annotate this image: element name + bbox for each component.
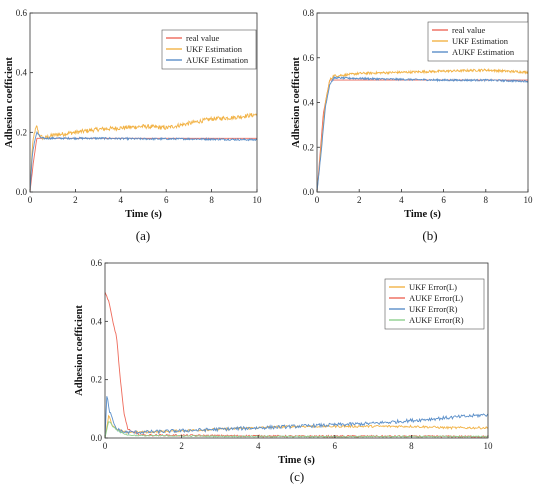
y-tick-label: 0.6 — [16, 8, 28, 18]
y-tick-label: 0.0 — [91, 433, 103, 443]
y-tick-label: 0.4 — [16, 68, 28, 78]
y-tick-label: 0.0 — [303, 187, 315, 197]
series-line-1 — [317, 79, 528, 192]
series-line-4 — [105, 421, 488, 438]
legend-entry: real value — [452, 25, 485, 35]
series-line-3 — [105, 396, 488, 438]
panel-caption: (c) — [290, 469, 304, 484]
series-group — [30, 112, 257, 192]
series-line-3 — [317, 75, 528, 192]
series-line-2 — [30, 112, 257, 192]
x-tick-label: 4 — [119, 195, 124, 205]
series-line-2 — [317, 67, 528, 192]
chart-panel-b: 0 2 4 6 8 10 0.0 0.2 0.4 0.6 0.8 Time (s) Adhesion c… — [291, 8, 533, 243]
x-tick-label: 6 — [441, 195, 446, 205]
chart-panel-a: 0 2 4 6 8 10 0.0 0.2 0.4 0.6 Time (s) Adhesion coef… — [4, 8, 262, 243]
legend-entry: UKF Error(L) — [409, 282, 457, 292]
x-tick-label: 8 — [409, 441, 414, 451]
series-group — [317, 67, 528, 192]
x-tick-label: 10 — [484, 441, 494, 451]
y-tick-label: 0.2 — [303, 142, 314, 152]
x-tick-label: 4 — [399, 195, 404, 205]
plot-frame — [29, 12, 258, 193]
panel-caption: (b) — [422, 228, 437, 243]
x-axis-label: Time (s) — [404, 209, 441, 220]
x-tick-label: 6 — [333, 441, 338, 451]
legend-entry: AUKF Estimation — [452, 47, 515, 57]
legend-entry: AUKF Error(R) — [409, 315, 464, 325]
y-tick-label: 0.2 — [91, 375, 102, 385]
legend-entry: AUKF Estimation — [186, 55, 249, 65]
x-tick-label: 0 — [315, 195, 320, 205]
y-tick-label: 0.0 — [16, 187, 28, 197]
chart-panel-c: 0 2 4 6 8 10 0.0 0.2 0.4 0.6 Time (s) Adhesion coef… — [74, 258, 493, 484]
x-tick-label: 2 — [357, 195, 362, 205]
x-tick-label: 8 — [209, 195, 214, 205]
series-group — [105, 292, 488, 438]
y-tick-label: 0.6 — [303, 53, 315, 63]
y-tick-label: 0.4 — [91, 316, 103, 326]
y-axis-label: Adhesion coefficient — [291, 57, 302, 148]
x-axis-label: Time (s) — [278, 455, 315, 466]
legend-entry: UKF Error(R) — [409, 304, 458, 314]
x-tick-label: 8 — [484, 195, 489, 205]
y-tick-label: 0.6 — [91, 258, 103, 268]
x-tick-label: 0 — [28, 195, 33, 205]
x-tick-label: 6 — [164, 195, 169, 205]
x-tick-label: 4 — [256, 441, 261, 451]
series-line-1 — [30, 137, 257, 192]
legend-entry: real value — [186, 33, 219, 43]
plot-frame — [104, 262, 489, 439]
x-tick-label: 10 — [253, 195, 263, 205]
y-axis-label: Adhesion coefficient — [74, 305, 85, 396]
y-axis-label: Adhesion coefficient — [4, 57, 15, 148]
legend-entry: UKF Estimation — [452, 36, 509, 46]
x-tick-label: 0 — [103, 441, 108, 451]
x-tick-label: 10 — [524, 195, 534, 205]
legend-entry: AUKF Error(L) — [409, 293, 463, 303]
y-tick-label: 0.8 — [303, 8, 315, 18]
x-tick-label: 2 — [179, 441, 184, 451]
x-axis-label: Time (s) — [125, 209, 162, 220]
series-line-3 — [30, 130, 257, 192]
y-tick-label: 0.4 — [303, 98, 315, 108]
legend-entry: UKF Estimation — [186, 44, 243, 54]
panel-caption: (a) — [136, 228, 150, 243]
x-tick-label: 2 — [73, 195, 78, 205]
y-tick-label: 0.2 — [16, 127, 27, 137]
legend: UKF Error(L)AUKF Error(L)UKF Error(R)AUK… — [384, 278, 485, 330]
